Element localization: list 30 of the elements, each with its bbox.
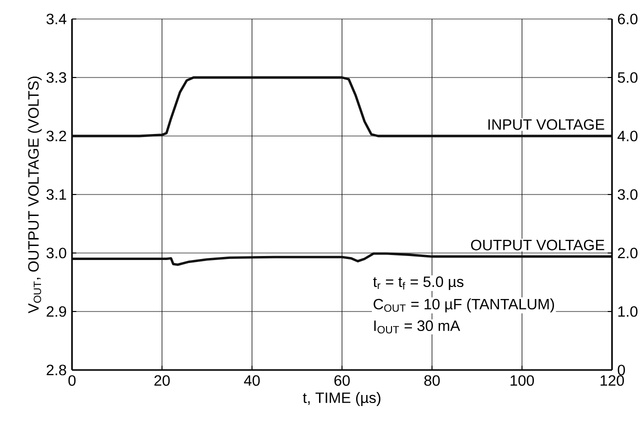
y2-tick-label: 4.0: [618, 130, 638, 142]
x-tick-label: 20: [154, 375, 170, 386]
y-tick-label: 2.8: [46, 364, 66, 376]
y-axis-title: V$_{OUT}$, OUTPUT VOLTAGE (VOLTS): [28, 76, 42, 314]
y2-tick-label: 3.0: [618, 189, 638, 200]
y-tick-label: 3.4: [46, 14, 66, 24]
x-tick-label: 0: [68, 375, 76, 386]
series-label: OUTPUT VOLTAGE: [471, 240, 604, 250]
x-tick-label: 100: [510, 375, 534, 386]
y2-tick-label: 5.0: [618, 72, 638, 83]
annotation: I$_{OUT}$ = 30 mA: [374, 320, 460, 334]
y-tick-label: 3.0: [46, 248, 66, 258]
x-axis-title: t, TIME (µs): [302, 392, 380, 406]
y2-tick-label: 2.0: [618, 248, 638, 258]
y-tick-label: 3.3: [46, 72, 66, 83]
y-tick-label: 2.9: [46, 306, 66, 317]
x-tick-label: 60: [334, 375, 350, 386]
x-tick-label: 40: [244, 375, 260, 386]
x-tick-label: 80: [424, 375, 440, 386]
line-series: [70, 76, 614, 138]
y2-tick-label: 1.0: [618, 306, 638, 317]
x-tick-label: 120: [600, 375, 624, 386]
series-label: INPUT VOLTAGE: [488, 119, 604, 130]
annotation: t$_{r}$ = t$_{f}$ = 5.0 µs: [373, 276, 464, 290]
line-series: [70, 252, 614, 266]
y-tick-label: 3.1: [46, 189, 66, 200]
y2-tick-label: 0: [618, 364, 625, 376]
y-tick-label: 3.2: [46, 130, 66, 142]
y2-tick-label: 6.0: [618, 14, 638, 24]
annotation: C$_{OUT}$ = 10 µF (TANTALUM): [374, 298, 554, 312]
